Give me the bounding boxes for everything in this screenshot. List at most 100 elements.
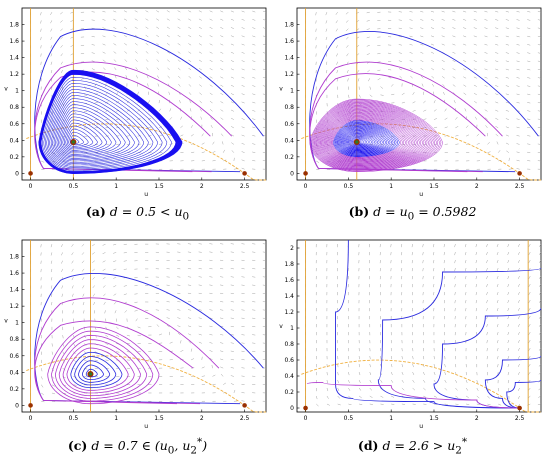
x-tick-label: 0 [304,183,308,190]
vector-arrow [496,141,499,145]
vector-arrow [444,371,446,376]
vector-arrow [495,133,499,137]
trajectories [34,28,264,174]
vector-arrow [220,342,224,344]
center-orbit [319,107,425,166]
vector-arrow [60,20,63,23]
vector-arrow [537,35,542,38]
vector-arrow [230,68,234,71]
vector-arrow [230,10,234,13]
vector-arrow [126,334,130,337]
vector-arrow [539,291,542,295]
vector-arrow [113,27,117,29]
vector-arrow [475,299,478,304]
vector-arrow [177,18,181,21]
vector-arrow [401,355,403,360]
vector-arrow [430,27,435,29]
vector-arrow [345,28,349,32]
vector-arrow [484,60,488,62]
vector-arrow [145,43,149,46]
vector-arrow [346,69,349,74]
center-orbit [336,123,394,155]
vector-arrow [262,143,267,145]
vector-arrow [158,108,162,112]
vector-arrow [241,76,245,79]
vector-arrow [325,36,328,41]
vector-arrow [508,157,510,162]
vector-arrow [487,395,490,399]
vector-arrow [73,367,77,370]
y-tick-label: 1.4 [284,293,294,300]
vector-arrow [126,135,131,137]
spiral-orbit [85,368,98,378]
y-tick-label: 0.2 [284,389,294,396]
vector-arrow [102,59,106,62]
vector-arrow [433,395,437,398]
spiral-orbit [66,347,129,391]
vector-arrow [420,60,424,62]
vector-arrow [222,149,225,153]
vector-arrow [368,78,370,82]
vector-arrow [335,12,338,15]
trajectory [484,355,541,409]
vector-arrow [191,151,195,153]
vector-arrow [539,331,542,335]
vector-arrow [496,291,499,296]
vector-arrow [102,19,106,21]
y-axis: 0 0.2 0.4 0.6 0.8 1 1.2 1.4 1.6 1.8 [9,22,25,177]
vector-arrow [180,340,182,344]
vector-arrow [496,315,499,320]
vector-arrow [454,267,456,272]
vector-arrow [495,43,499,46]
vector-arrow [518,315,520,319]
vector-arrow [366,45,370,47]
vector-arrow [433,118,438,120]
vector-arrow [169,341,173,344]
vector-arrow [209,68,213,71]
caption-d: (d) d = 2.6 > u2* [275,436,550,457]
vector-arrow [102,10,106,13]
vector-arrow [325,12,328,16]
vector-arrow [391,93,395,96]
vector-arrow [188,341,192,344]
vector-arrow [452,43,456,46]
vector-arrow [92,268,95,272]
vector-arrow [409,19,413,21]
panel-c: 0 0.5 1 1.5 2 2.5 0 0.2 0.4 0.6 0.8 1 1.2 1.4 1.6 1.8 u v… [0,232,275,464]
x-tick-label: 2.5 [240,183,250,190]
center-orbit [337,124,392,155]
vector-arrow [465,134,470,137]
spiral-orbit [70,351,123,389]
vector-arrow [241,268,245,270]
vector-arrow [155,309,160,311]
vector-arrow [201,151,205,153]
y-tick-label: 1 [290,325,294,332]
vector-arrow [113,277,117,279]
vector-arrow [198,268,202,270]
vector-arrow [484,68,488,71]
vector-arrow [83,310,85,314]
plot-frame [21,239,267,413]
y-tick-label: 1.8 [9,254,19,261]
vector-arrow [212,160,216,162]
vector-arrow [411,251,413,256]
vector-arrow [252,110,256,112]
vector-arrow [241,367,245,369]
vector-arrow [241,259,245,261]
caption-d-sub: 2 [455,444,462,457]
vector-arrow [516,68,520,71]
vector-arrow [92,277,95,280]
vector-arrow [198,292,202,294]
spiral-orbit [46,86,158,167]
vector-arrow [486,275,488,280]
vector-arrow [423,363,425,368]
vector-arrow [528,299,531,303]
vector-arrow [209,284,213,286]
equilibrium-point [303,405,308,411]
vector-arrow [262,52,267,54]
vector-arrow [188,35,192,38]
vector-arrow [148,135,152,137]
vector-arrow [537,93,542,96]
y-axis-label: v [279,86,283,93]
vector-arrow [73,343,76,347]
